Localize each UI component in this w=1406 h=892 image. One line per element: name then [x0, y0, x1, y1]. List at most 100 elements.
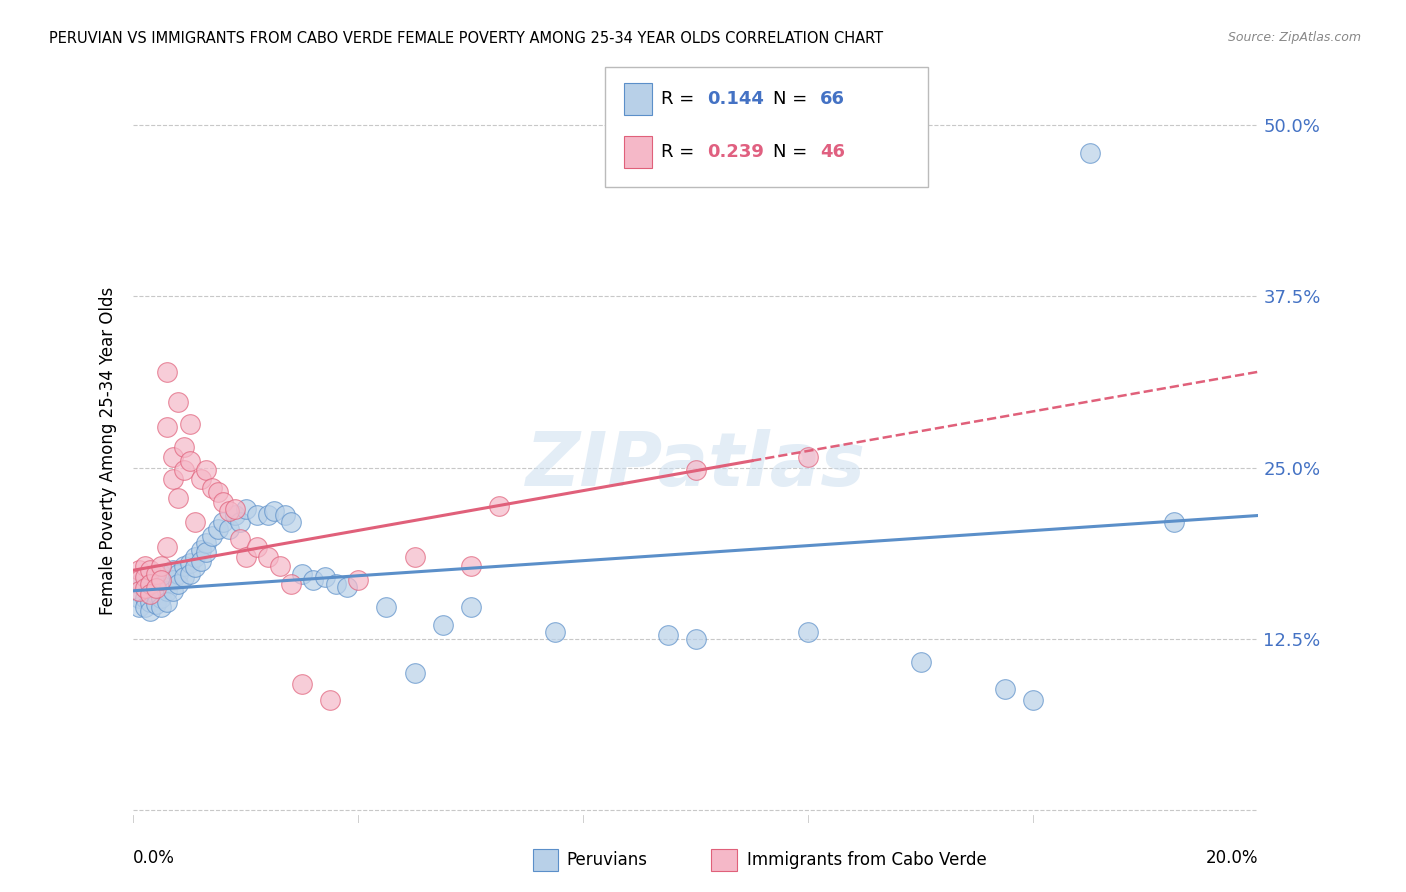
Point	[224, 508, 246, 523]
Point	[280, 516, 302, 530]
Point	[685, 632, 707, 646]
Point	[184, 516, 207, 530]
Text: PERUVIAN VS IMMIGRANTS FROM CABO VERDE FEMALE POVERTY AMONG 25-34 YEAR OLDS CORR: PERUVIAN VS IMMIGRANTS FROM CABO VERDE F…	[49, 31, 883, 46]
Point	[156, 365, 179, 379]
Point	[460, 600, 482, 615]
Point	[156, 595, 179, 609]
Point	[336, 580, 359, 594]
Point	[128, 573, 150, 587]
Point	[173, 559, 195, 574]
Point	[235, 501, 257, 516]
Point	[263, 504, 285, 518]
Point	[797, 624, 820, 639]
Point	[145, 586, 167, 600]
Point	[128, 591, 150, 605]
Point	[190, 471, 212, 485]
Point	[657, 627, 679, 641]
Point	[291, 677, 314, 691]
Point	[128, 563, 150, 577]
Point	[488, 499, 510, 513]
Point	[128, 583, 150, 598]
Point	[1163, 516, 1185, 530]
Point	[156, 573, 179, 587]
Text: Immigrants from Cabo Verde: Immigrants from Cabo Verde	[747, 851, 986, 869]
Point	[167, 395, 190, 409]
Point	[145, 567, 167, 582]
Point	[319, 693, 342, 707]
Point	[994, 682, 1017, 697]
Point	[162, 573, 184, 587]
Point	[139, 583, 162, 598]
Point	[179, 557, 201, 571]
Point	[145, 581, 167, 595]
Point	[291, 567, 314, 582]
Point	[375, 600, 398, 615]
Point	[156, 583, 179, 598]
Point	[544, 624, 567, 639]
Point	[162, 583, 184, 598]
Point	[150, 600, 173, 615]
Point	[910, 655, 932, 669]
Text: 46: 46	[820, 143, 845, 161]
Point	[184, 560, 207, 574]
Point	[150, 591, 173, 605]
Point	[432, 618, 454, 632]
Point	[685, 463, 707, 477]
Point	[195, 536, 218, 550]
Point	[139, 586, 162, 600]
Text: 66: 66	[820, 90, 845, 108]
Point	[302, 573, 325, 587]
Point	[173, 570, 195, 584]
Point	[404, 549, 426, 564]
Point	[207, 522, 229, 536]
Text: R =: R =	[661, 143, 700, 161]
Text: N =: N =	[773, 143, 813, 161]
Point	[212, 516, 235, 530]
Point	[139, 604, 162, 618]
Point	[246, 508, 269, 523]
Point	[179, 454, 201, 468]
Point	[134, 570, 156, 584]
Point	[404, 665, 426, 680]
Point	[179, 417, 201, 431]
Text: N =: N =	[773, 90, 813, 108]
Point	[139, 577, 162, 591]
Point	[150, 573, 173, 587]
Point	[190, 542, 212, 557]
Point	[218, 522, 240, 536]
Y-axis label: Female Poverty Among 25-34 Year Olds: Female Poverty Among 25-34 Year Olds	[100, 286, 117, 615]
Point	[162, 563, 184, 577]
Point	[134, 600, 156, 615]
Point	[347, 573, 370, 587]
Point	[162, 450, 184, 464]
Point	[218, 504, 240, 518]
Point	[150, 581, 173, 595]
Point	[167, 491, 190, 505]
Point	[212, 495, 235, 509]
Point	[201, 529, 224, 543]
Point	[460, 559, 482, 574]
Point	[280, 577, 302, 591]
Point	[139, 595, 162, 609]
Point	[314, 570, 336, 584]
Point	[134, 580, 156, 594]
Point	[162, 471, 184, 485]
Point	[167, 577, 190, 591]
Point	[190, 554, 212, 568]
Point	[797, 450, 820, 464]
Point	[195, 545, 218, 559]
Point	[1022, 693, 1045, 707]
Point	[167, 567, 190, 582]
Point	[128, 577, 150, 591]
Point	[179, 567, 201, 582]
Point	[145, 577, 167, 591]
Point	[325, 577, 347, 591]
Point	[173, 440, 195, 454]
Point	[150, 567, 173, 582]
Point	[156, 540, 179, 554]
Point	[139, 573, 162, 587]
Point	[257, 549, 280, 564]
Point	[195, 463, 218, 477]
Point	[156, 419, 179, 434]
Point	[229, 516, 252, 530]
